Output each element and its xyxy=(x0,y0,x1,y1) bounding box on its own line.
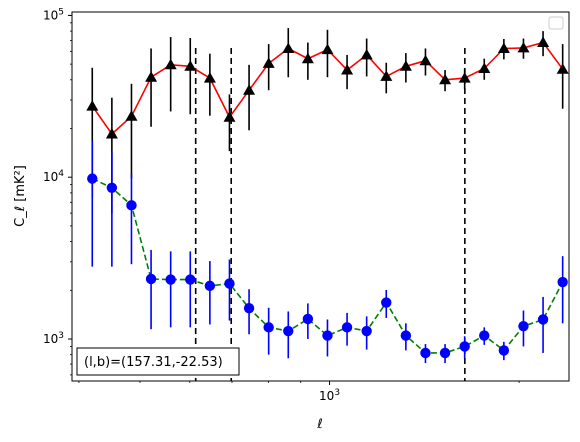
circle-marker xyxy=(126,200,137,211)
triangle-marker xyxy=(419,54,432,66)
triangle-marker xyxy=(341,64,354,75)
y-tick-exponent: 5 xyxy=(58,7,64,17)
circle-marker xyxy=(87,173,98,184)
triangle-marker xyxy=(164,58,177,70)
circle-marker xyxy=(283,325,294,337)
triangle-marker xyxy=(537,36,550,47)
triangle-marker xyxy=(223,111,236,122)
triangle-marker xyxy=(478,62,491,73)
circle-marker xyxy=(145,273,157,285)
circle-marker xyxy=(243,303,255,314)
triangle-marker xyxy=(517,41,530,53)
triangle-marker xyxy=(145,71,158,82)
circle-marker xyxy=(106,182,118,194)
circle-marker xyxy=(479,330,490,341)
circle-marker xyxy=(400,330,412,341)
triangle-marker xyxy=(556,63,569,74)
triangle-marker xyxy=(301,52,314,64)
triangle-marker xyxy=(243,84,256,95)
annotation-box xyxy=(76,347,240,376)
series-markers xyxy=(86,36,569,359)
circle-marker xyxy=(165,274,176,285)
x-axis-label: ℓ xyxy=(316,417,322,432)
triangle-marker xyxy=(439,73,452,85)
triangle-marker xyxy=(262,57,275,68)
circle-marker xyxy=(263,322,274,333)
y-tick-exponent: 4 xyxy=(58,169,64,179)
triangle-marker xyxy=(321,43,334,55)
circle-marker xyxy=(557,276,568,288)
triangle-marker xyxy=(184,60,197,71)
triangle-marker xyxy=(497,42,510,53)
circle-marker xyxy=(361,325,372,337)
circle-marker xyxy=(439,347,451,359)
circle-marker xyxy=(459,341,470,352)
triangle-marker xyxy=(458,72,471,83)
circle-marker xyxy=(322,330,333,341)
circle-marker xyxy=(224,278,235,289)
triangle-marker xyxy=(380,70,393,81)
circle-marker xyxy=(341,322,353,333)
legend-box xyxy=(548,16,564,30)
triangle-marker xyxy=(125,110,138,121)
circle-marker xyxy=(204,280,216,292)
triangle-marker xyxy=(105,128,118,139)
circle-marker xyxy=(498,345,510,356)
triangle-marker xyxy=(282,42,295,53)
triangle-marker xyxy=(86,100,99,111)
circle-marker xyxy=(381,297,392,308)
triangle-marker xyxy=(360,48,373,60)
triangle-marker xyxy=(399,60,412,71)
circle-marker xyxy=(518,320,529,332)
circle-marker xyxy=(185,274,196,285)
triangle-marker xyxy=(203,72,216,83)
y-tick-exponent: 3 xyxy=(58,331,64,341)
y-axis-label: C_ℓ [mK²] xyxy=(13,165,28,227)
plot-frame xyxy=(71,11,570,382)
vertical-lines xyxy=(194,48,466,381)
x-tick-exponent: 3 xyxy=(334,388,340,398)
annotation-text: (l,b)=(157.31,-22.53) xyxy=(84,355,223,370)
circle-marker xyxy=(302,313,314,325)
circle-marker xyxy=(537,314,549,325)
circle-marker xyxy=(420,347,431,359)
